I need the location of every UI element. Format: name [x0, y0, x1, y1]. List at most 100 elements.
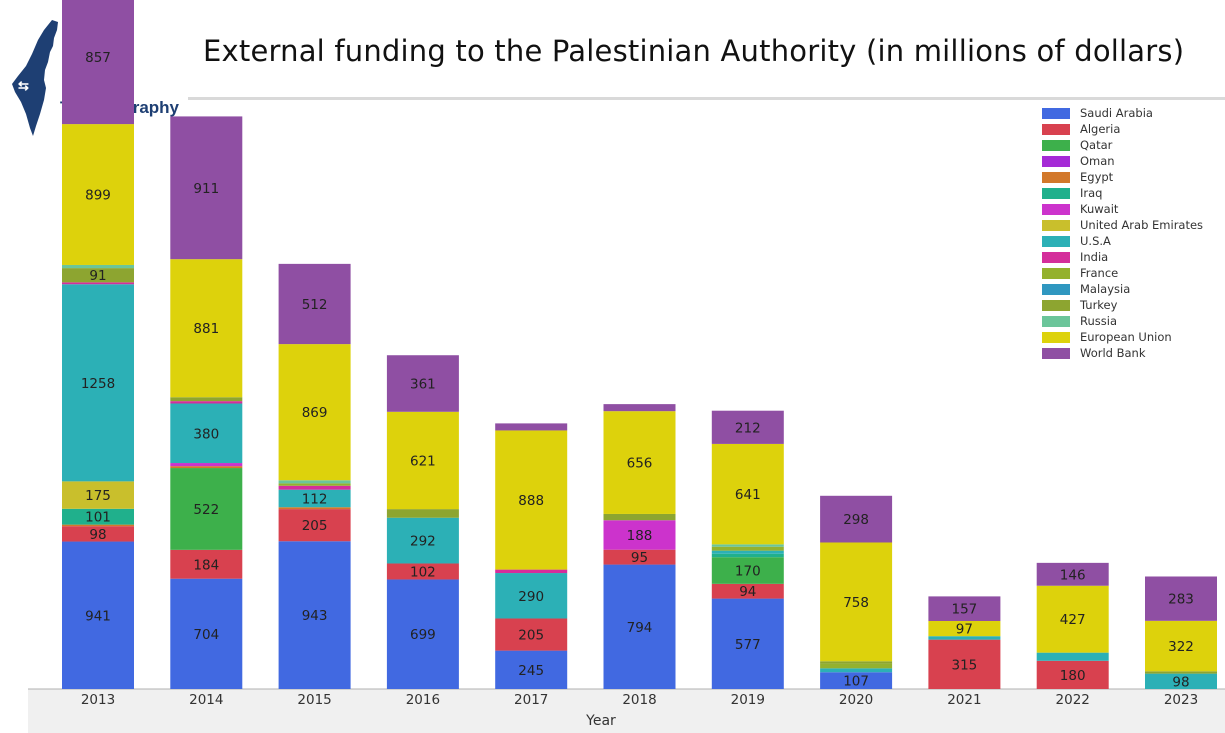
data-label: 97 — [956, 622, 973, 638]
data-label: 146 — [1060, 567, 1086, 583]
legend-label: United Arab Emirates — [1080, 218, 1204, 232]
x-tick-label: 2013 — [81, 692, 115, 708]
bar-segment — [170, 397, 243, 402]
bar-segment — [820, 542, 893, 662]
bar-segment — [170, 549, 243, 579]
bar-segment — [62, 0, 134, 125]
data-label: 290 — [518, 589, 544, 605]
legend-label: Egypt — [1080, 170, 1114, 184]
bar-segment — [495, 430, 568, 570]
legend-swatch — [1042, 219, 1070, 231]
bar-segment — [1145, 620, 1217, 672]
legend-item: Egypt — [1042, 169, 1203, 185]
bar-segment — [711, 583, 784, 599]
bar-segment — [820, 661, 893, 664]
bar-segment — [928, 596, 1001, 621]
chart-title: External funding to the Palestinian Auth… — [203, 34, 1185, 68]
bar-segment — [603, 411, 676, 514]
data-label: 577 — [735, 637, 761, 653]
bar-segment — [170, 259, 243, 398]
legend-item: Malaysia — [1042, 281, 1203, 297]
bar-segment — [495, 650, 568, 689]
bar-segment — [62, 524, 134, 527]
x-tick-label: 2019 — [731, 692, 765, 708]
data-label: 101 — [85, 510, 111, 526]
data-label: 315 — [952, 657, 978, 673]
legend-swatch — [1042, 235, 1070, 247]
legend-item: European Union — [1042, 329, 1203, 345]
bar-segment — [62, 268, 134, 283]
map-silhouette-icon: ⇆ — [12, 20, 58, 136]
bar-segment — [278, 541, 351, 689]
data-label: 699 — [410, 627, 436, 643]
data-label: 322 — [1168, 639, 1194, 655]
bar-segment — [928, 639, 1001, 689]
bar-segment — [820, 672, 893, 689]
x-tick-label: 2016 — [406, 692, 440, 708]
bar-segment — [495, 569, 568, 574]
legend-item: United Arab Emirates — [1042, 217, 1203, 233]
legend-label: France — [1080, 266, 1119, 280]
legend-item: India — [1042, 249, 1203, 265]
data-label: 112 — [302, 491, 328, 507]
data-label: 427 — [1060, 612, 1086, 628]
legend-item: World Bank — [1042, 345, 1203, 361]
bar-segment — [711, 546, 784, 551]
legend-swatch — [1042, 139, 1070, 151]
bar-segment — [278, 509, 351, 542]
data-label: 857 — [85, 50, 111, 66]
legend-item: Iraq — [1042, 185, 1203, 201]
bar-segment — [62, 508, 134, 525]
bar-segment — [278, 489, 351, 508]
data-label: 91 — [89, 268, 106, 284]
bar-segment — [170, 578, 243, 689]
x-tick-label: 2018 — [622, 692, 656, 708]
data-label: 361 — [410, 377, 436, 393]
bar-segment — [928, 620, 1001, 637]
bar-segment — [170, 468, 243, 550]
data-label: 298 — [843, 512, 869, 528]
data-label: 170 — [735, 564, 761, 580]
legend-label: Qatar — [1080, 138, 1113, 152]
data-label: 212 — [735, 420, 761, 436]
x-tick-label: 2017 — [514, 692, 548, 708]
bar-segment — [711, 557, 784, 584]
legend-label: Saudi Arabia — [1080, 106, 1153, 120]
bar-segment — [386, 411, 459, 510]
bar-segment — [1036, 652, 1109, 661]
bar-segment — [495, 573, 568, 619]
data-label: 283 — [1168, 592, 1194, 608]
data-label: 188 — [627, 528, 653, 544]
bar-segment — [170, 401, 243, 404]
data-label: 107 — [843, 674, 869, 690]
legend-item: Russia — [1042, 313, 1203, 329]
legend-swatch — [1042, 299, 1070, 311]
legend-item: Kuwait — [1042, 201, 1203, 217]
data-label: 888 — [518, 493, 544, 509]
bar-segment — [278, 263, 351, 345]
data-label: 1258 — [81, 376, 115, 392]
bar-segment — [820, 495, 893, 543]
legend-label: U.S.A — [1080, 234, 1111, 248]
bar-segment — [386, 563, 459, 580]
legend-item: U.S.A — [1042, 233, 1203, 249]
bar-segment — [386, 517, 459, 564]
data-label: 794 — [627, 620, 653, 636]
data-label: 175 — [85, 488, 111, 504]
data-label: 758 — [843, 595, 869, 611]
bar-segment — [711, 550, 784, 554]
legend-item: Oman — [1042, 153, 1203, 169]
data-label: 512 — [302, 297, 328, 313]
bar-segment — [711, 598, 784, 689]
bar-segment — [711, 410, 784, 444]
legend-label: Russia — [1080, 314, 1117, 328]
legend: Saudi Arabia Algeria Qatar Oman Egypt Iraq Kuw… — [1042, 105, 1203, 361]
data-label: 245 — [518, 663, 544, 679]
data-label: 102 — [410, 564, 436, 580]
data-label: 881 — [193, 321, 219, 337]
x-tick-label: 2022 — [1056, 692, 1090, 708]
svg-text:⇆: ⇆ — [18, 78, 29, 93]
data-label: 95 — [631, 550, 648, 566]
bar-segment — [1036, 660, 1109, 689]
data-label: 656 — [627, 456, 653, 472]
